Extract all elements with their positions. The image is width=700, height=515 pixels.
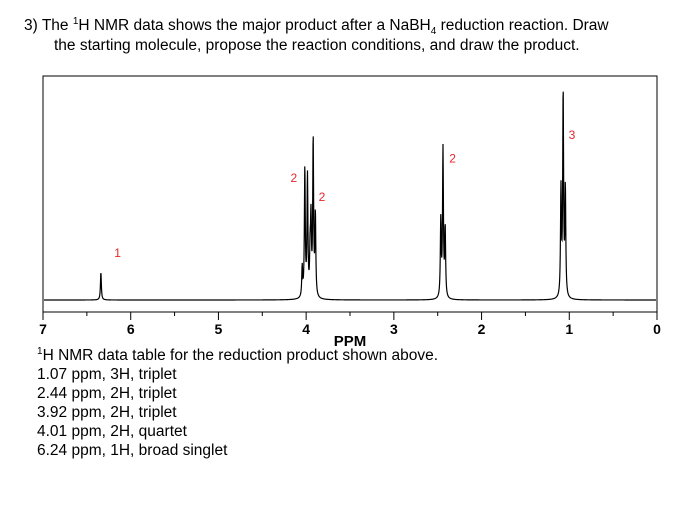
table-title: 1H NMR data table for the reduction prod… [37,346,438,365]
x-tick-label: 4 [302,321,310,337]
question-line2: the starting molecule, propose the react… [54,37,580,54]
x-tick-label: 1 [565,321,573,337]
integration-label: 1 [114,246,121,260]
table-row: 2.44 ppm, 2H, triplet [37,385,177,402]
question-sub-4: 4 [430,26,437,38]
table-title-sup: 1 [37,345,43,357]
integration-label: 2 [291,171,298,185]
question-text: 3) The 1H NMR data shows the major produ… [24,16,674,56]
x-tick-label: 6 [127,321,135,337]
table-row: 1.07 ppm, 3H, triplet [37,366,177,383]
question-line1-b: H NMR data shows the major product after… [78,17,431,34]
x-axis-label: PPM [334,333,367,350]
x-tick-label: 2 [478,321,486,337]
question-line1-a: The [41,17,73,34]
nmr-data-table: 1H NMR data table for the reduction prod… [37,346,438,460]
table-title-text: H NMR data table for the reduction produ… [42,347,439,364]
spectrum-marks: 7 6 5 4 3 2 1 0 1 2 2 2 3 [39,91,661,337]
table-row: 3.92 ppm, 2H, triplet [37,404,177,421]
spectrum-trace [44,91,656,301]
integration-label: 2 [319,190,326,204]
question-line1-c: reduction reaction. Draw [436,17,609,34]
integration-label: 3 [569,128,576,142]
question-number: 3) [24,17,38,34]
x-tick-label: 7 [39,321,47,337]
table-row: 4.01 ppm, 2H, quartet [37,423,187,440]
integration-label: 2 [449,151,456,165]
table-row: 6.24 ppm, 1H, broad singlet [37,442,228,459]
x-tick-label: 5 [215,321,223,337]
x-tick-label: 0 [653,321,661,337]
question-sup-1: 1 [72,15,79,27]
x-tick-label: 3 [390,321,398,337]
